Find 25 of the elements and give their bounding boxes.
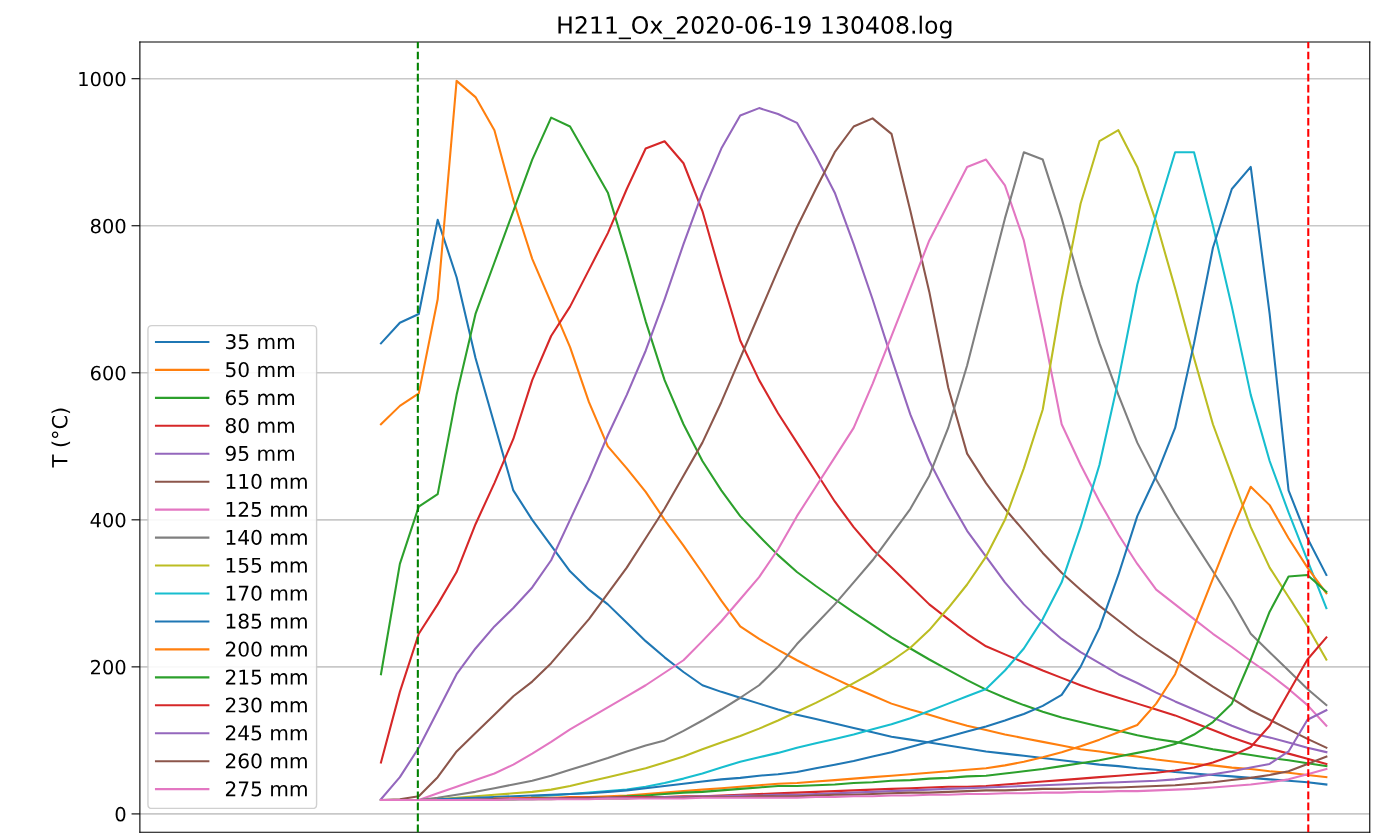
legend-label: 260 mm [225, 753, 307, 769]
legend-label: 35 mm [226, 334, 295, 350]
chart-title: H211_Ox_2020-06-19 130408.log [558, 15, 952, 40]
legend-label: 155 mm [226, 557, 307, 573]
y-axis-title: T (°C) [51, 408, 71, 468]
y-tick-label: 200 [91, 659, 126, 675]
legend-label: 200 mm [225, 641, 307, 657]
legend-label: 110 mm [226, 473, 307, 490]
legend-label: 215 mm [225, 669, 307, 685]
legend-label: 275 mm [225, 781, 307, 797]
legend-label: 185 mm [226, 613, 307, 629]
legend-label: 230 mm [225, 697, 307, 713]
legend-label: 65 mm [225, 389, 295, 406]
legend-label: 50 mm [226, 362, 295, 378]
y-tick-label: 600 [90, 365, 126, 381]
legend-label: 140 mm [226, 529, 307, 545]
legend-label: 80 mm [225, 417, 295, 434]
legend-label: 245 mm [225, 725, 307, 741]
legend-label: 170 mm [226, 585, 307, 601]
y-tick-label: 0 [115, 806, 126, 822]
legend-label: 95 mm [225, 445, 295, 462]
y-tick-label: 400 [90, 512, 126, 528]
legend-label: 125 mm [226, 501, 307, 517]
y-tick-label: 800 [90, 218, 126, 234]
y-tick-label: 1000 [79, 71, 126, 87]
